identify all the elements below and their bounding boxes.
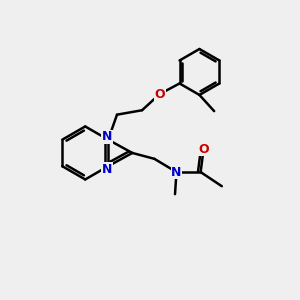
Text: N: N (101, 163, 112, 176)
Text: N: N (101, 130, 112, 143)
Text: O: O (154, 88, 165, 100)
Text: N: N (171, 166, 182, 178)
Text: O: O (198, 142, 209, 156)
